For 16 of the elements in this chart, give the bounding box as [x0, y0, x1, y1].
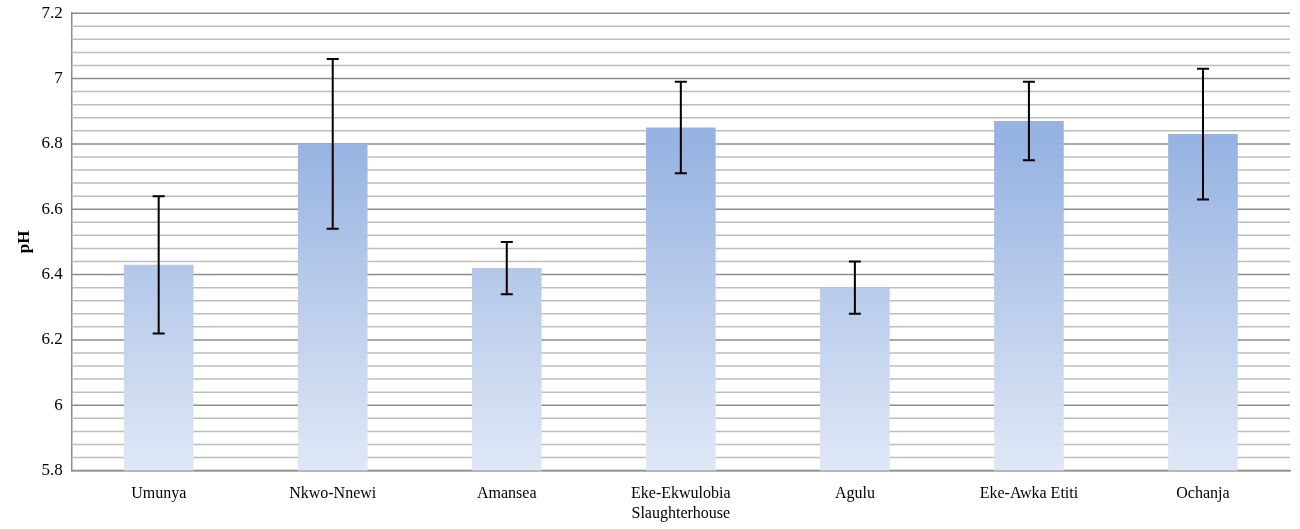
y-tick-label: 6.6 [41, 198, 63, 218]
y-tick-label: 5.8 [41, 460, 63, 480]
y-axis-title: pH [13, 230, 33, 254]
x-tick-label: Nkwo-Nnewi [289, 484, 377, 502]
y-tick-label: 7 [54, 68, 64, 88]
y-tick-label: 6.8 [41, 133, 63, 153]
x-tick-label: Agulu [834, 484, 875, 503]
x-tick-label: Ochanja [1176, 484, 1230, 503]
y-tick-label: 6.2 [41, 329, 63, 349]
y-tick-label: 7.2 [41, 2, 63, 22]
y-tick-label: 6.4 [41, 264, 64, 284]
x-tick-label: Eke-Ekwulobia Slaughterhouse [631, 484, 731, 522]
x-tick-label: Amansea [477, 484, 537, 502]
y-tick-label: 6 [54, 394, 63, 414]
x-tick-label: Umunya [131, 484, 187, 503]
x-tick-label: Eke-Awka Etiti [979, 484, 1079, 502]
